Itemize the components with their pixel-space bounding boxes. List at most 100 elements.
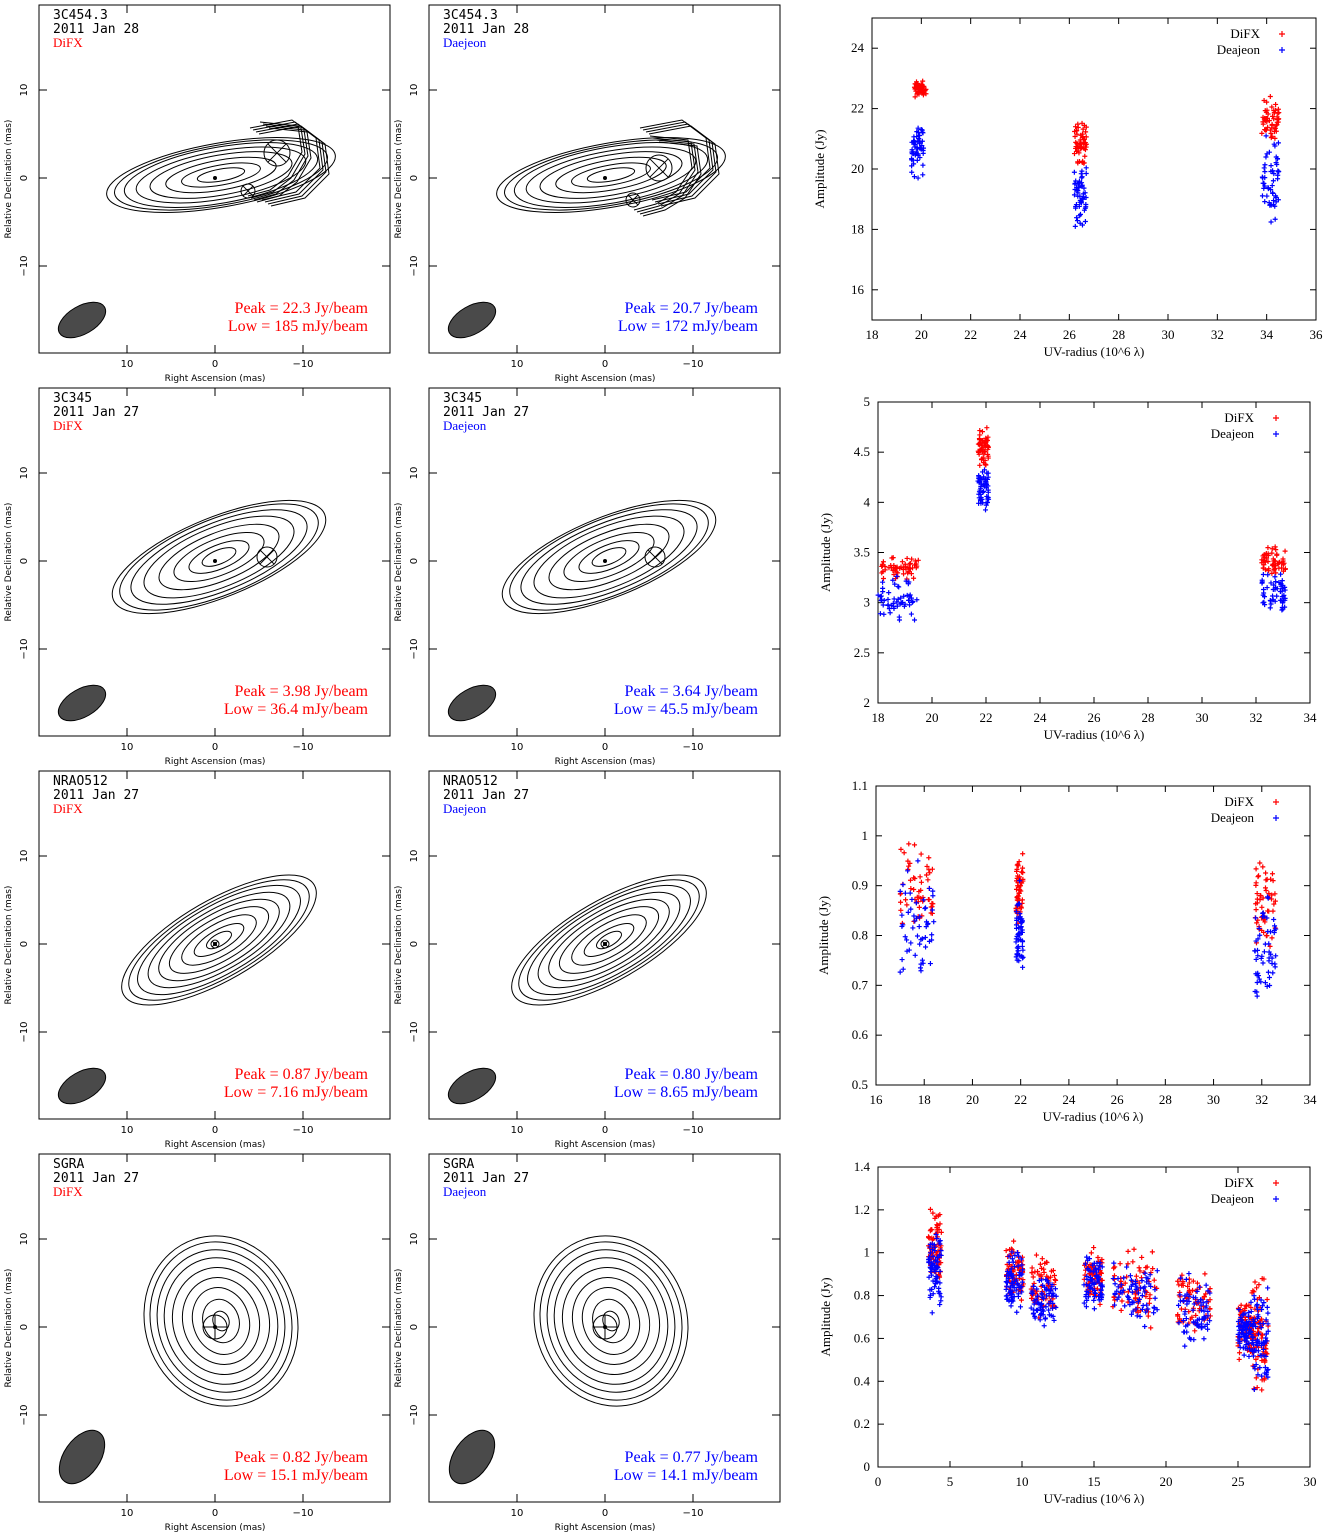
source-name: 3C454.3: [443, 8, 498, 23]
data-point: [904, 902, 910, 908]
data-point: [927, 870, 933, 876]
data-point: [1263, 870, 1269, 876]
y-tick-label: 0: [409, 175, 420, 181]
source-name: SGRA: [53, 1157, 84, 1172]
data-point: [1259, 1340, 1265, 1346]
data-point: [1077, 199, 1083, 205]
data-point: [1267, 983, 1273, 989]
data-point: [929, 1241, 935, 1247]
x-tick-label: 0: [602, 359, 608, 370]
data-point: [1044, 1293, 1050, 1299]
data-point: [1255, 874, 1261, 880]
data-point: [907, 602, 913, 608]
map-panel-3-right: 10 0 −10 10 0 −10 Right Ascension (mas) Relativ…: [394, 770, 781, 1150]
contour-line: [119, 503, 319, 611]
model-component: [644, 546, 666, 568]
data-point: [1046, 1307, 1052, 1313]
data-point: [891, 604, 897, 610]
data-point: [1012, 1253, 1018, 1259]
data-point: [1260, 1346, 1266, 1352]
y-tick-label: 3: [864, 595, 871, 610]
data-point: [1125, 1248, 1131, 1254]
data-point: [1176, 1320, 1182, 1326]
contour-line: [511, 874, 707, 1006]
y-axis-label: Amplitude (Jy): [818, 513, 833, 592]
data-point: [1114, 1288, 1120, 1294]
data-point: [1130, 1259, 1136, 1265]
data-point: [1087, 1256, 1092, 1262]
model-component-cross: [211, 940, 219, 948]
contour-line: [147, 891, 291, 989]
x-axis-label: Right Ascension (mas): [165, 374, 266, 384]
x-axis-label: Right Ascension (mas): [555, 1523, 656, 1532]
x-tick-label: 5: [947, 1474, 954, 1489]
data-point: [1040, 1308, 1046, 1314]
data-point: [1258, 979, 1264, 985]
data-point: [1269, 550, 1275, 556]
x-tick-label: 10: [121, 359, 134, 370]
data-point: [1091, 1306, 1097, 1312]
data-point: [1084, 1288, 1090, 1294]
data-point: [903, 578, 909, 584]
data-point: [904, 592, 910, 598]
data-point: [1019, 927, 1025, 933]
data-point: [1143, 1309, 1149, 1315]
data-point: [1271, 917, 1277, 923]
x-tick-label: 0: [875, 1474, 882, 1489]
data-point: [912, 94, 918, 100]
data-point: [1271, 198, 1277, 204]
data-point: [1084, 1254, 1090, 1260]
data-point: [1150, 1266, 1156, 1272]
data-point: [1014, 933, 1020, 939]
data-point: [1019, 918, 1025, 924]
y-tick-label: 0.4: [854, 1373, 871, 1388]
y-tick-label: 0.8: [852, 928, 868, 943]
data-point: [985, 489, 991, 495]
data-point: [1262, 108, 1268, 114]
data-point: [981, 474, 987, 480]
y-axis-label: Relative Declination (mas): [4, 1269, 14, 1388]
data-point: [1271, 582, 1277, 588]
data-point: [1253, 915, 1259, 921]
data-point: [1243, 1323, 1249, 1329]
data-point: [1049, 1284, 1055, 1290]
data-point: [1247, 1326, 1253, 1332]
data-point: [1257, 1365, 1263, 1371]
legend-marker: [1279, 47, 1285, 53]
data-point: [1073, 178, 1079, 184]
data-point: [923, 944, 929, 950]
data-point: [1275, 110, 1281, 116]
data-point: [1191, 1337, 1197, 1343]
data-point: [1276, 559, 1282, 565]
data-point: [904, 555, 910, 561]
data-point: [1112, 1281, 1118, 1287]
data-point: [1259, 193, 1265, 199]
data-point: [1037, 1317, 1043, 1323]
x-tick-label: 30: [1196, 710, 1209, 725]
data-point: [1014, 897, 1020, 903]
data-point: [1183, 1276, 1189, 1282]
contour-line: [168, 906, 270, 974]
data-point: [1142, 1270, 1148, 1276]
correlator-label: Daejeon: [443, 1184, 487, 1199]
data-point: [914, 597, 920, 603]
data-point: [890, 577, 896, 583]
map-panel-2-right: 10 0 −10 10 0 −10 Right Ascension (mas) Relativ…: [394, 119, 781, 767]
data-point: [1014, 925, 1020, 931]
data-point: [1083, 144, 1089, 150]
data-point: [926, 938, 932, 944]
data-point: [1085, 1267, 1091, 1273]
data-point: [1081, 1300, 1087, 1306]
contour-line: [181, 1277, 261, 1365]
series-deajeon: [875, 467, 1288, 623]
observation-date: 2011 Jan 28: [443, 22, 529, 37]
contour-line: [181, 162, 261, 188]
data-point: [896, 617, 902, 623]
data-point: [1248, 1329, 1254, 1335]
data-point: [1082, 218, 1088, 224]
x-tick-label: 32: [1255, 1092, 1268, 1107]
data-point: [1139, 1293, 1145, 1299]
amplitude-plot-2: 18 20 22 24 26 28 30 32 34 2 2.5 3 3.5 4 4.5 5 UV-radius…: [818, 394, 1317, 742]
data-point: [910, 925, 916, 931]
y-tick-label: 1: [864, 1245, 871, 1260]
